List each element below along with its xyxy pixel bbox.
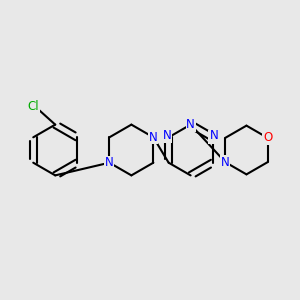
- Text: Cl: Cl: [27, 100, 39, 112]
- Text: N: N: [186, 118, 195, 131]
- Text: N: N: [105, 156, 114, 169]
- Text: N: N: [163, 129, 171, 142]
- Text: N: N: [210, 129, 219, 142]
- Text: N: N: [149, 131, 158, 144]
- Text: N: N: [221, 156, 230, 169]
- Text: N: N: [208, 131, 217, 144]
- Text: O: O: [263, 131, 272, 144]
